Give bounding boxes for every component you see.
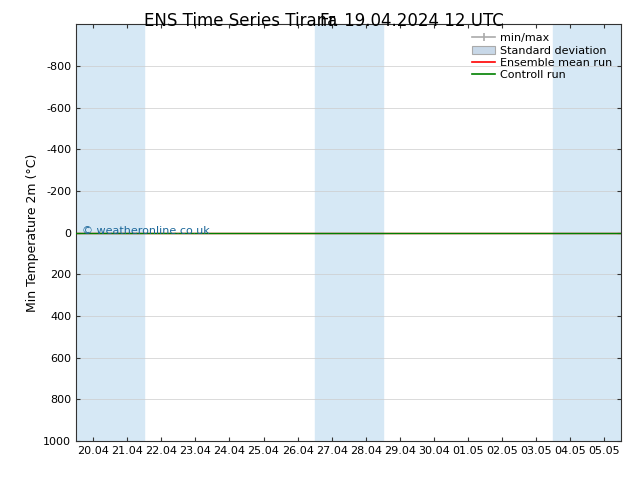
Text: ENS Time Series Tirana: ENS Time Series Tirana xyxy=(145,12,337,30)
Bar xyxy=(76,24,144,441)
Text: © weatheronline.co.uk: © weatheronline.co.uk xyxy=(82,226,209,236)
Bar xyxy=(553,24,621,441)
Bar xyxy=(314,24,383,441)
Y-axis label: Min Temperature 2m (°C): Min Temperature 2m (°C) xyxy=(26,153,39,312)
Legend: min/max, Standard deviation, Ensemble mean run, Controll run: min/max, Standard deviation, Ensemble me… xyxy=(469,30,616,83)
Text: Fr. 19.04.2024 12 UTC: Fr. 19.04.2024 12 UTC xyxy=(320,12,504,30)
